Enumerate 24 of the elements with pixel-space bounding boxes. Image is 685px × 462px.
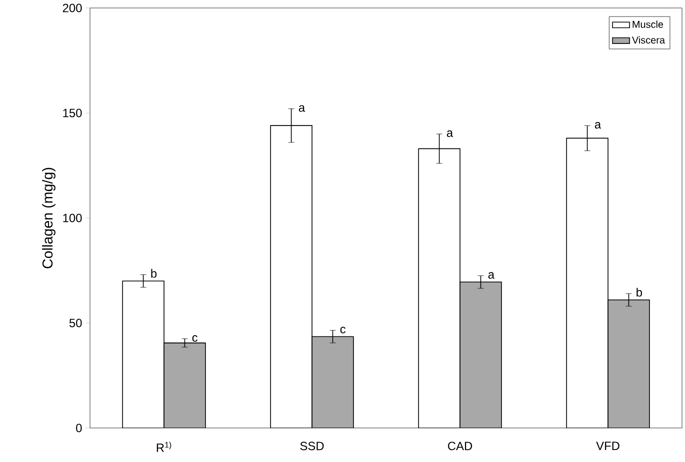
bar bbox=[164, 342, 206, 428]
legend-label: Viscera bbox=[632, 36, 665, 44]
y-tick-label: 50 bbox=[69, 318, 82, 328]
bar bbox=[312, 336, 354, 428]
data-label: b bbox=[636, 288, 642, 297]
x-tick-label: SSD bbox=[300, 442, 324, 450]
data-label: a bbox=[488, 272, 494, 279]
y-tick-label: 150 bbox=[63, 108, 82, 118]
y-tick-label: 0 bbox=[76, 424, 82, 432]
legend-label: Muscle bbox=[632, 20, 664, 28]
data-label: a bbox=[594, 122, 602, 129]
x-tick-label: R$^{1)}$ bbox=[156, 442, 172, 452]
data-label: a bbox=[298, 105, 306, 112]
bar bbox=[608, 299, 650, 428]
x-tick-label: CAD bbox=[448, 442, 472, 450]
data-label: c bbox=[340, 326, 346, 334]
y-tick-label: 100 bbox=[63, 214, 82, 222]
data-label: a bbox=[446, 130, 454, 137]
data-label: b bbox=[151, 268, 157, 278]
y-axis-title: Collagen (mg/g) bbox=[42, 168, 56, 268]
bar bbox=[460, 282, 502, 428]
data-label: c bbox=[192, 335, 198, 342]
x-tick-label: VFD bbox=[596, 442, 620, 450]
y-tick-label: 200 bbox=[62, 4, 82, 12]
